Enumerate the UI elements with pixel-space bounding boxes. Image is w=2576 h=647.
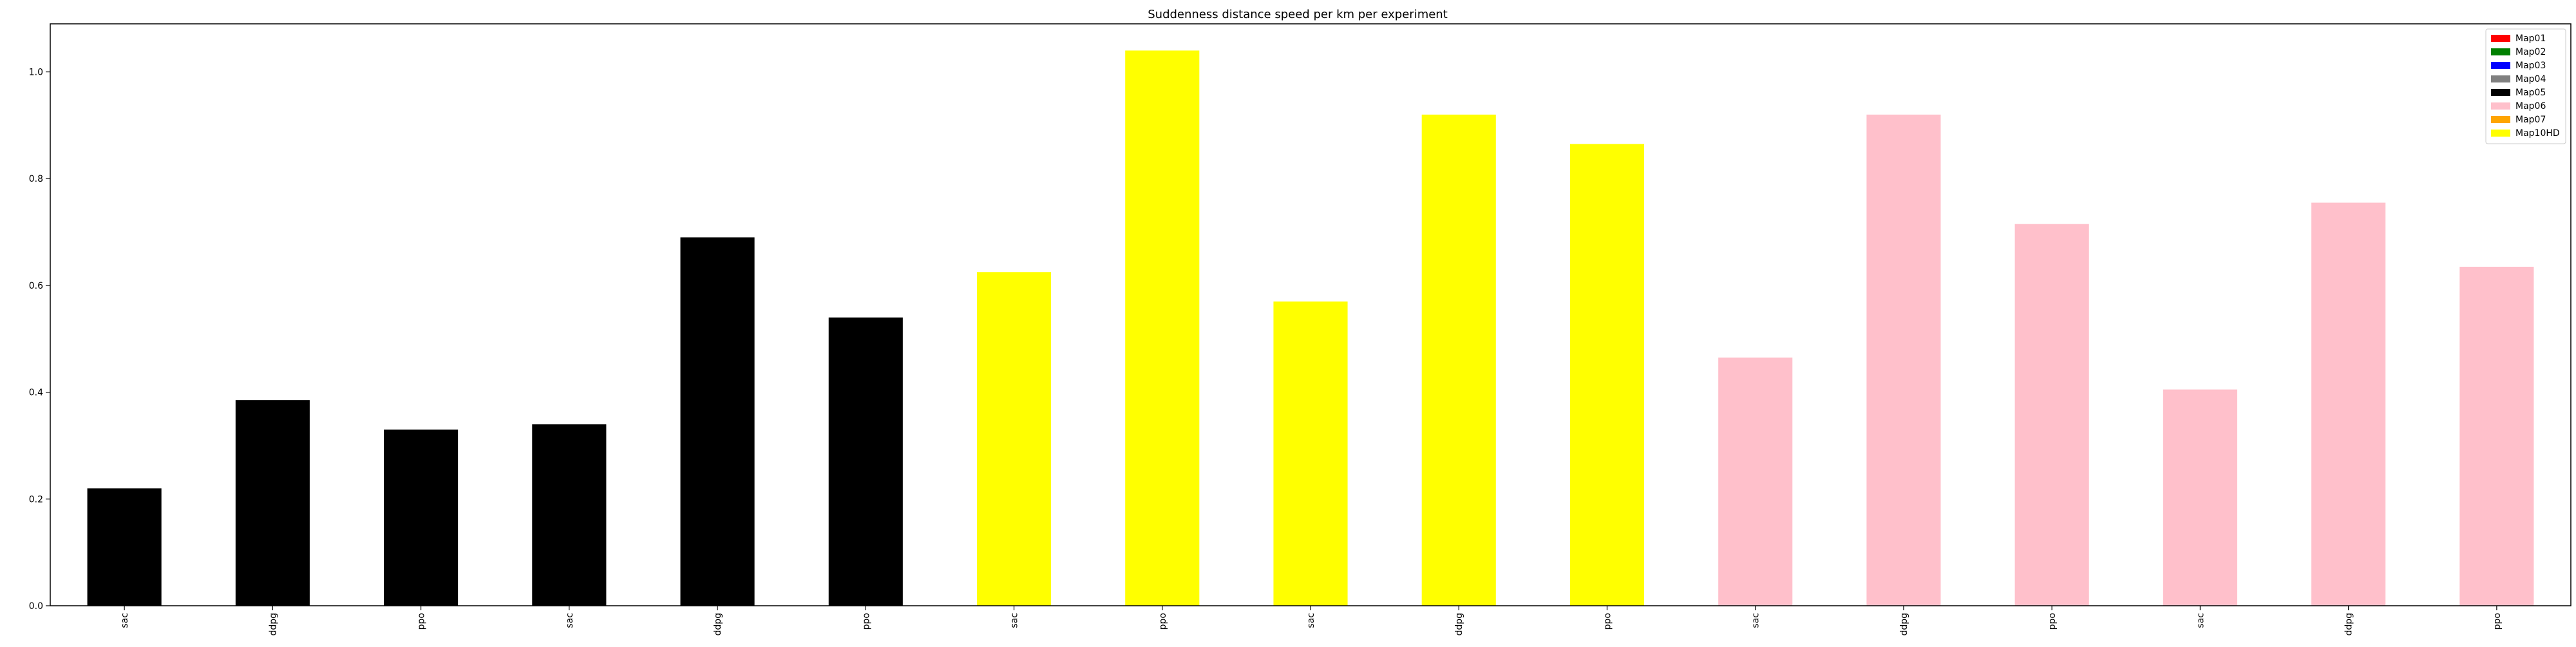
legend-swatch bbox=[2491, 116, 2510, 123]
y-tick-label: 0.4 bbox=[29, 388, 43, 398]
legend-swatch bbox=[2491, 89, 2510, 96]
legend-swatch bbox=[2491, 75, 2510, 82]
legend-swatch bbox=[2491, 48, 2510, 55]
bar-1 bbox=[87, 488, 162, 606]
legend-label: Map06 bbox=[2515, 101, 2546, 111]
legend-swatch bbox=[2491, 102, 2510, 110]
legend: Map01 Map02 Map03 Map04 Map05 Map06 Map07 Map10… bbox=[2485, 28, 2566, 144]
x-axis: sac ddpg ppo sac ddpg ppo sac ppo sac ddpg ppo sac d… bbox=[120, 606, 2503, 636]
legend-swatch bbox=[2491, 130, 2510, 137]
y-tick-label: 0.2 bbox=[29, 494, 43, 505]
y-tick-label: 0.0 bbox=[29, 601, 43, 612]
bar-12 bbox=[1718, 357, 1793, 606]
legend-label: Map04 bbox=[2515, 74, 2546, 84]
x-tick-label: ddpg bbox=[1454, 613, 1464, 636]
x-tick-label: ppo bbox=[1602, 613, 1613, 630]
bar-2 bbox=[235, 400, 310, 606]
x-tick-label: ddpg bbox=[2344, 613, 2354, 636]
x-tick-label: sac bbox=[2195, 613, 2206, 628]
legend-swatch bbox=[2491, 62, 2510, 69]
x-tick-label: ppo bbox=[861, 613, 871, 630]
x-tick-label: sac bbox=[565, 613, 575, 628]
bar-3 bbox=[384, 429, 459, 606]
bar-4 bbox=[532, 424, 607, 606]
x-tick-label: ddpg bbox=[713, 613, 723, 636]
x-tick-label: sac bbox=[120, 613, 130, 628]
bar-11 bbox=[1569, 144, 1645, 606]
x-tick-label: sac bbox=[1751, 613, 1761, 628]
legend-label: Map02 bbox=[2515, 47, 2546, 57]
bar-7 bbox=[976, 272, 1052, 606]
legend-label: Map05 bbox=[2515, 88, 2546, 98]
legend-label: Map03 bbox=[2515, 61, 2546, 71]
y-axis: 0.0 0.2 0.4 0.6 0.8 1.0 bbox=[29, 68, 50, 612]
x-tick-label: ppo bbox=[1158, 613, 1168, 630]
y-tick-label: 0.8 bbox=[29, 174, 43, 184]
bar-16 bbox=[2311, 202, 2386, 606]
y-tick-label: 1.0 bbox=[29, 68, 43, 78]
bar-5 bbox=[680, 237, 755, 606]
bar-10 bbox=[1421, 114, 1496, 606]
legend-frame bbox=[2485, 28, 2566, 144]
bar-15 bbox=[2163, 389, 2237, 606]
x-tick-label: ddpg bbox=[1899, 613, 1909, 636]
x-tick-label: ppo bbox=[2047, 613, 2058, 630]
x-tick-label: sac bbox=[1306, 613, 1316, 628]
y-tick-label: 0.6 bbox=[29, 281, 43, 291]
bar-9 bbox=[1273, 301, 1348, 606]
legend-swatch bbox=[2491, 35, 2510, 42]
x-tick-label: ddpg bbox=[268, 613, 278, 636]
bars-layer bbox=[87, 50, 2534, 606]
bar-6 bbox=[828, 317, 903, 606]
bar-13 bbox=[1866, 114, 1941, 606]
bar-14 bbox=[2014, 224, 2089, 606]
legend-label: Map07 bbox=[2515, 115, 2546, 125]
bar-8 bbox=[1125, 50, 1200, 606]
x-tick-label: ppo bbox=[2492, 613, 2503, 630]
x-tick-label: sac bbox=[1010, 613, 1020, 628]
x-tick-label: ppo bbox=[417, 613, 427, 630]
chart-title: Suddenness distance speed per km per exp… bbox=[1148, 8, 1448, 21]
legend-label: Map10HD bbox=[2515, 128, 2560, 139]
legend-label: Map01 bbox=[2515, 34, 2546, 44]
bar-17 bbox=[2459, 266, 2534, 606]
